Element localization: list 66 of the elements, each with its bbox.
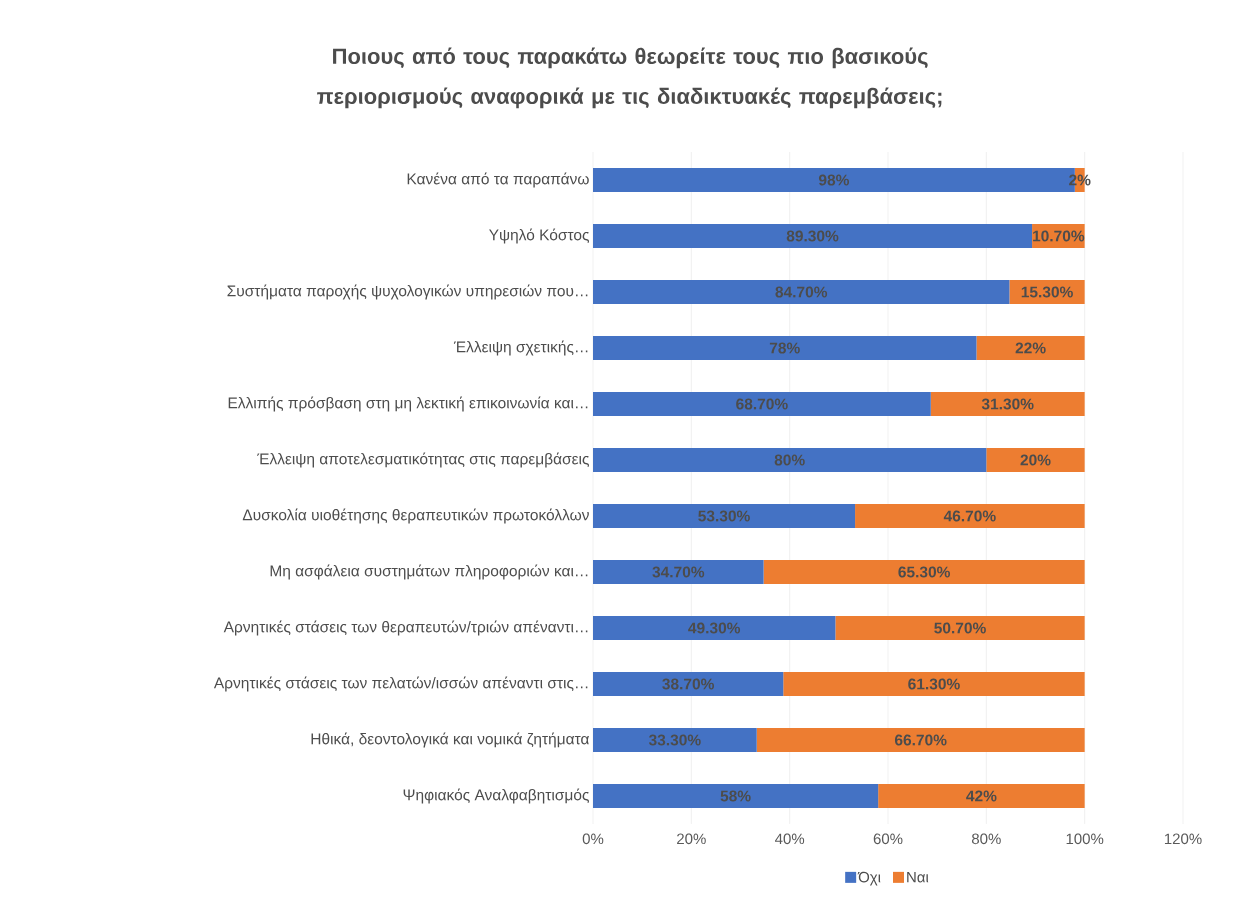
y-tick-label: Μη ασφάλεια συστημάτων πληροφοριών και… (270, 564, 588, 580)
y-tick-label: Συστήματα παροχής ψυχολογικών υπηρεσιών που… (227, 284, 588, 300)
bar (986, 448, 1085, 472)
data-label: 22% (1015, 342, 1046, 354)
bar (593, 448, 987, 472)
y-tick-label: Ψηφιακός Αναλφαβητισμός (403, 788, 589, 804)
data-label: 38.70% (662, 678, 714, 690)
x-tick-label: 40% (775, 833, 805, 845)
data-label: 10.70% (1033, 230, 1085, 242)
bar (930, 391, 1085, 416)
data-label: 58% (720, 790, 751, 802)
y-tick-label: Δυσκολία υιοθέτησης θεραπευτικών πρωτοκόλλων (242, 508, 589, 524)
x-tick-label: 60% (873, 833, 903, 845)
data-label: 80% (774, 454, 805, 466)
x-tick-label: 80% (971, 833, 1001, 845)
data-label: 20% (1020, 454, 1051, 466)
data-label: 84.70% (775, 286, 828, 298)
bar (593, 503, 856, 528)
data-label: 53.30% (698, 510, 750, 522)
chart-title: Ποιους από τους παρακάτω θεωρείτε τους πιο βασικούς περιορισμούς αναφορικά με τις διαδικτυακές παρεμβάσεις; (317, 47, 942, 109)
bar (593, 391, 931, 416)
bar (976, 336, 1085, 360)
y-tick-label: Αρνητικές στάσεις των πελατών/ισσών απέναντι στις… (213, 676, 588, 692)
legend-label: Ναι (907, 871, 929, 883)
bar (783, 671, 1085, 696)
bar (593, 616, 836, 640)
data-label: 89.30% (786, 230, 839, 242)
bar (593, 559, 764, 584)
x-tick-label: 100% (1066, 833, 1104, 845)
y-tick-label: Κανένα από τα παραπάνω (407, 172, 589, 188)
y-tick-label: Αρνητικές στάσεις των θεραπευτών/τριών απέναντι… (223, 620, 588, 636)
bar (878, 783, 1085, 808)
data-label: 61.30% (908, 678, 960, 690)
bar (763, 559, 1085, 584)
data-label: 50.70% (934, 622, 986, 634)
bar (593, 280, 1010, 304)
bar (593, 336, 977, 360)
bar (835, 616, 1085, 640)
data-label: 15.30% (1021, 286, 1073, 298)
y-tick-label: Έλλειψη σχετικής… (453, 340, 588, 356)
bar (593, 223, 1033, 248)
data-label: 2% (1069, 174, 1091, 186)
data-label: 46.70% (943, 510, 996, 522)
bar (855, 503, 1085, 528)
y-tick-label: Ελλιπής πρόσβαση στη μη λεκτική επικοινωνία και… (228, 396, 588, 412)
y-tick-label: Ηθικά, δεοντολογικά και νομικά ζητήματα (311, 732, 589, 748)
bar (593, 671, 784, 696)
x-tick-label: 120% (1164, 833, 1202, 845)
bar (593, 783, 879, 808)
data-label: 42% (966, 790, 997, 802)
bar (593, 727, 757, 752)
data-label: 65.30% (898, 566, 950, 578)
legend-label: Όχι (857, 871, 881, 886)
data-label: 78% (769, 342, 800, 354)
data-label: 34.70% (652, 566, 705, 578)
x-tick-label: 0% (582, 833, 604, 845)
data-label: 33.30% (648, 734, 701, 746)
y-tick-label: Υψηλό Κόστος (489, 228, 589, 244)
data-label: 68.70% (736, 398, 788, 410)
bar (756, 727, 1085, 752)
y-tick-label: Έλλειψη αποτελεσματικότητας στις παρεμβάσεις (257, 452, 589, 468)
data-label: 49.30% (688, 622, 741, 634)
data-label: 31.30% (981, 398, 1034, 410)
data-label: 66.70% (894, 734, 947, 746)
x-tick-label: 20% (677, 833, 706, 845)
data-label: 98% (818, 174, 850, 186)
